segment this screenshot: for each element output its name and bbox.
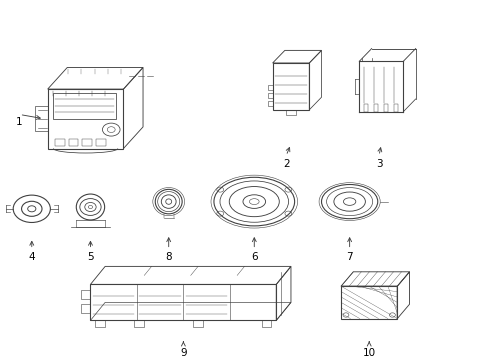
Text: 9: 9 — [180, 348, 186, 358]
Text: 8: 8 — [165, 252, 172, 262]
Text: 1: 1 — [16, 117, 23, 127]
Text: 2: 2 — [282, 159, 289, 169]
Text: 5: 5 — [87, 252, 94, 262]
Text: 7: 7 — [346, 252, 352, 262]
Text: 10: 10 — [362, 348, 375, 358]
Text: 4: 4 — [28, 252, 35, 262]
Text: 3: 3 — [375, 159, 382, 169]
Text: 6: 6 — [250, 252, 257, 262]
